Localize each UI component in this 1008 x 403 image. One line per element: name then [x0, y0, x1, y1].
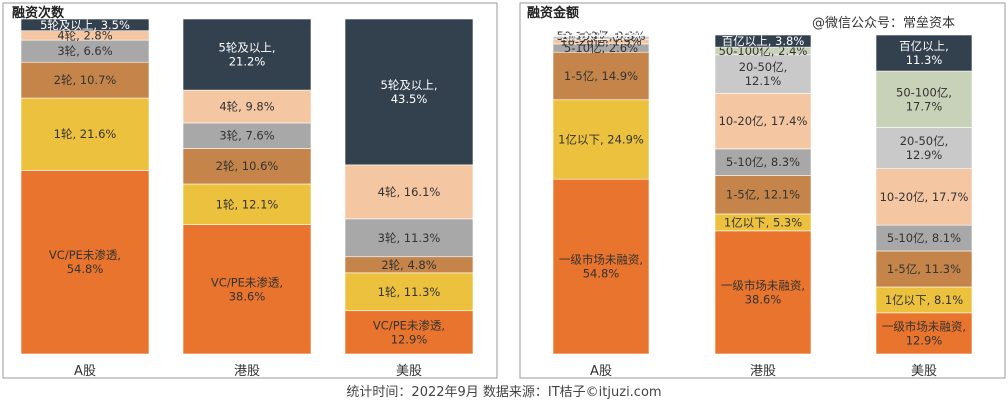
- segment-label: 3轮, 11.3%: [378, 231, 441, 245]
- bar-segment: [714, 230, 812, 355]
- bar-segment: [875, 286, 973, 314]
- segment-label: 2轮, 10.6%: [216, 159, 279, 173]
- segment-label: 50-100亿, 2.4%: [719, 44, 808, 58]
- segment-label: 1轮, 11.3%: [378, 285, 441, 299]
- bar-segment: [344, 164, 474, 220]
- bar-segment: [20, 170, 150, 355]
- category-label: A股: [74, 364, 96, 379]
- bar-segment: [182, 18, 312, 91]
- segment-label: 4轮, 2.8%: [57, 28, 112, 42]
- bar-segment: [875, 34, 973, 72]
- segment-label: 1-5亿, 12.1%: [726, 188, 800, 202]
- segment-label: 20-50亿, 12.9%: [900, 134, 949, 162]
- segment-label: 50-100亿, 17.7%: [896, 85, 952, 113]
- segment-label: 3轮, 7.6%: [219, 129, 274, 143]
- bar-segment: [182, 148, 312, 185]
- segment-label: 百亿以上, 3.8%: [722, 34, 805, 48]
- bar-segment: [714, 54, 812, 94]
- segment-label: 5-10亿, 8.1%: [887, 231, 961, 245]
- bar-segment: [182, 183, 312, 225]
- category-label: 港股: [234, 364, 260, 379]
- left-chart: 融资次数 VC/PE未渗透, 54.8% 1轮, 21.6% 2轮, 10.7% 3轮, …: [12, 5, 474, 379]
- category-label: 美股: [911, 364, 937, 379]
- segment-label: 一级市场未融资, 12.9%: [882, 319, 966, 347]
- segment-label: 1-5亿, 11.3%: [887, 262, 961, 276]
- chart-title: 融资次数: [12, 5, 65, 21]
- segment-label: 4轮, 16.1%: [378, 185, 441, 199]
- bar-segment: [182, 89, 312, 124]
- bar-segment: [552, 51, 650, 101]
- segment-label: 20-50亿, 12.1%: [739, 60, 788, 88]
- footer-source: 统计时间：2022年9月 数据来源：IT桔子©itjuzi.com: [346, 385, 662, 400]
- bar-segment: [344, 18, 474, 166]
- bar-segment: [875, 312, 973, 355]
- bar-segment: [875, 168, 973, 226]
- segment-label: VC/PE未渗透, 12.9%: [373, 318, 445, 346]
- bar-segment: [20, 18, 150, 32]
- segment-label: 4轮, 9.8%: [219, 100, 274, 114]
- segment-label: 2轮, 10.7%: [54, 73, 117, 87]
- chart-title: 融资金额: [527, 5, 579, 21]
- segment-label: 2轮, 4.8%: [381, 258, 436, 272]
- bar-segment: [182, 122, 312, 149]
- segment-label: 1轮, 12.1%: [216, 197, 279, 211]
- segment-label: 5-10亿, 8.3%: [726, 155, 800, 169]
- segment-label: 1-5亿, 14.9%: [564, 69, 638, 83]
- segment-label: 3轮, 6.6%: [57, 44, 112, 58]
- left-panel-frame: [2, 2, 498, 379]
- bar-segment: [344, 272, 474, 312]
- bar-segment: [552, 34, 650, 36]
- segment-label: 5轮及以上, 21.2%: [219, 41, 276, 69]
- segment-label: 一级市场未融资, 38.6%: [721, 278, 805, 306]
- bar-segment: [552, 99, 650, 180]
- category-label: A股: [590, 364, 612, 379]
- segment-label: 一级市场未融资, 54.8%: [559, 253, 643, 281]
- segment-label: 1亿以下, 5.3%: [724, 215, 802, 229]
- segment-label: 50-100亿, 0.3%: [557, 29, 646, 43]
- bar-segment: [552, 178, 650, 355]
- segment-label: 百亿以上, 11.3%: [899, 39, 949, 67]
- bar-segment: [182, 224, 312, 355]
- bar-segment: [344, 310, 474, 355]
- watermark-text: @微信公众号：常垒资本: [812, 16, 956, 31]
- segment-label: 百亿以上, 0.2%: [560, 28, 643, 42]
- segment-label: VC/PE未渗透, 38.6%: [211, 275, 283, 303]
- bar-segment: [20, 97, 150, 171]
- segment-label: 1亿以下, 24.9%: [558, 132, 644, 146]
- bar-segment: [875, 224, 973, 252]
- segment-label: 5-10亿, 2.6%: [564, 41, 638, 55]
- category-label: 港股: [750, 364, 776, 379]
- bar-segment: [875, 70, 973, 128]
- bar-segment: [344, 218, 474, 258]
- segment-label: 10-20亿, 17.7%: [880, 190, 969, 204]
- segment-label: 5轮及以上, 43.5%: [381, 78, 438, 106]
- bar-segment: [714, 148, 812, 176]
- segment-label: VC/PE未渗透, 54.8%: [49, 248, 121, 276]
- bar-segment: [875, 127, 973, 169]
- segment-label: 20-50亿, 0.8%: [560, 31, 642, 45]
- segment-label: 5轮及以上, 3.5%: [40, 18, 130, 32]
- bar-segment: [714, 34, 812, 48]
- bar-segment: [20, 61, 150, 99]
- right-panel-frame: [519, 2, 1006, 379]
- category-label: 美股: [396, 364, 422, 379]
- segment-label: 1轮, 21.6%: [54, 127, 117, 141]
- segment-label: 1亿以下, 8.1%: [885, 293, 963, 307]
- segment-label: 10-20亿, 17.4%: [719, 114, 808, 128]
